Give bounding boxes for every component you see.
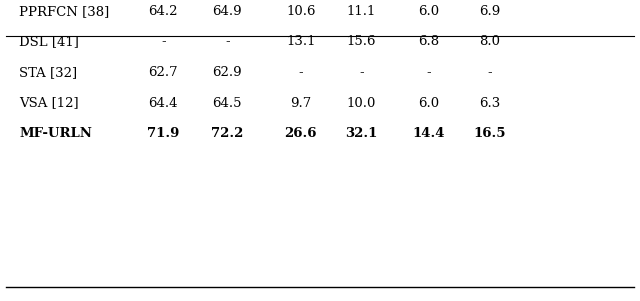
Text: 64.9: 64.9 xyxy=(212,5,242,18)
Text: 6.8: 6.8 xyxy=(418,36,440,48)
Text: 64.4: 64.4 xyxy=(148,97,178,110)
Text: 9.7: 9.7 xyxy=(290,97,312,110)
Text: 6.9: 6.9 xyxy=(479,5,500,18)
Text: STA [32]: STA [32] xyxy=(19,66,77,79)
Text: 8.0: 8.0 xyxy=(479,36,500,48)
Text: 64.2: 64.2 xyxy=(148,5,178,18)
Text: -: - xyxy=(161,36,166,48)
Text: 13.1: 13.1 xyxy=(286,36,316,48)
Text: 10.6: 10.6 xyxy=(286,5,316,18)
Text: 72.2: 72.2 xyxy=(211,127,243,140)
Text: 6.0: 6.0 xyxy=(418,97,440,110)
Text: 16.5: 16.5 xyxy=(474,127,506,140)
Text: 62.9: 62.9 xyxy=(212,66,242,79)
Text: -: - xyxy=(487,66,492,79)
Text: 6.0: 6.0 xyxy=(418,5,440,18)
Text: 62.7: 62.7 xyxy=(148,66,178,79)
Text: 32.1: 32.1 xyxy=(346,127,378,140)
Text: 14.4: 14.4 xyxy=(413,127,445,140)
Text: VSA [12]: VSA [12] xyxy=(19,97,79,110)
Text: 15.6: 15.6 xyxy=(347,36,376,48)
Text: MF-URLN: MF-URLN xyxy=(19,127,92,140)
Text: -: - xyxy=(225,36,230,48)
Text: 71.9: 71.9 xyxy=(147,127,179,140)
Text: 26.6: 26.6 xyxy=(285,127,317,140)
Text: -: - xyxy=(359,66,364,79)
Text: -: - xyxy=(298,66,303,79)
Text: 64.5: 64.5 xyxy=(212,97,242,110)
Text: -: - xyxy=(426,66,431,79)
Text: DSL [41]: DSL [41] xyxy=(19,36,79,48)
Text: 10.0: 10.0 xyxy=(347,97,376,110)
Text: 6.3: 6.3 xyxy=(479,97,500,110)
Text: PPRFCN [38]: PPRFCN [38] xyxy=(19,5,109,18)
Text: 11.1: 11.1 xyxy=(347,5,376,18)
